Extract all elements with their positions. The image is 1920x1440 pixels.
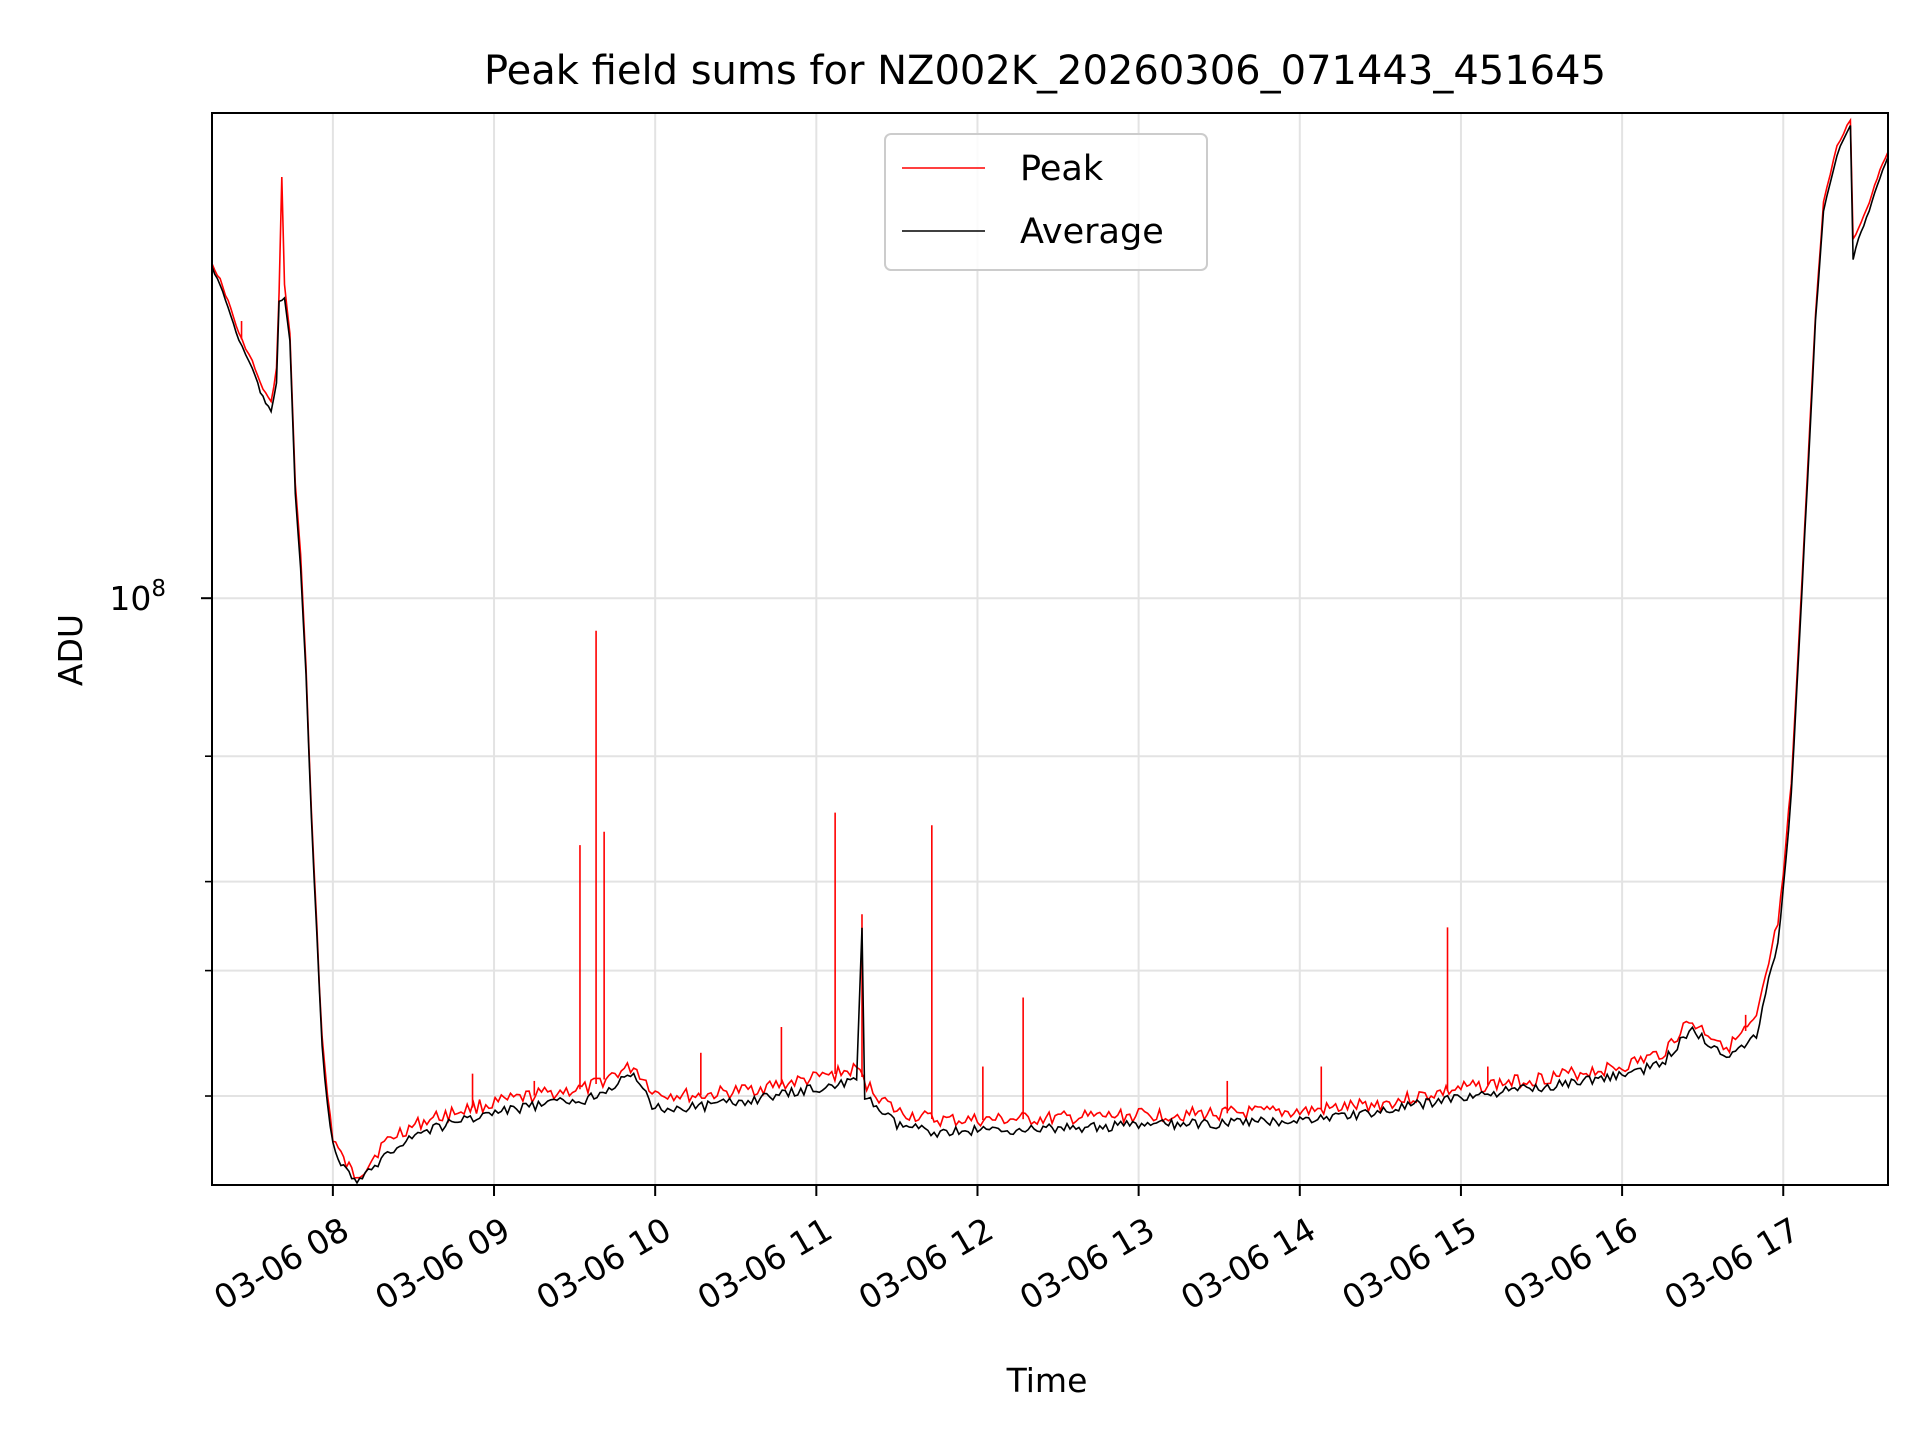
series-line-peak [212,117,1888,1179]
x-axis-label: Time [1006,1361,1088,1400]
series-layer [212,117,1888,1185]
chart-title: Peak field sums for NZ002K_20260306_0714… [484,48,1606,94]
y-axis-label: ADU [51,614,90,686]
legend: Peak Average [884,133,1208,271]
legend-label-peak: Peak [1020,149,1104,189]
grid [212,113,1888,1185]
legend-label-average: Average [1020,212,1164,252]
axes-frame [211,112,1889,1186]
series-line-average [212,125,1888,1185]
y-tick-label: 108 [109,576,166,618]
